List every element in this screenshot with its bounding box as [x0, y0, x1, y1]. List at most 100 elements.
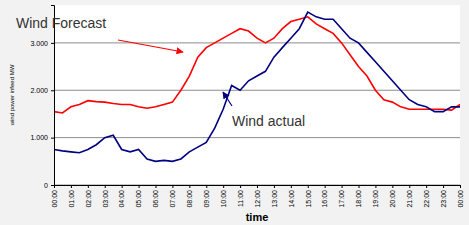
x-tick-label: 09:00: [203, 190, 210, 208]
x-tick-label: 02:00: [85, 190, 92, 208]
x-tick-mark: [308, 185, 309, 188]
x-tick: 01:00: [68, 185, 75, 208]
x-tick-mark: [443, 185, 444, 188]
x-tick-label: 16:00: [321, 190, 328, 208]
x-tick: 02:00: [85, 185, 92, 208]
x-tick-label: 19:00: [372, 190, 379, 208]
y-tick-label: 2.000: [30, 87, 48, 94]
y-axis-line: [51, 6, 55, 186]
x-tick-label: 15:00: [304, 190, 311, 208]
x-tick-label: 00:00: [457, 190, 464, 208]
y-tick: 1.000: [30, 134, 54, 141]
y-tick: 2.000: [30, 87, 54, 94]
x-tick-mark: [257, 185, 258, 188]
x-tick: 00:00: [457, 185, 464, 208]
x-tick: 18:00: [355, 185, 362, 208]
x-tick: 21:00: [406, 185, 413, 208]
x-tick-label: 05:00: [135, 190, 142, 208]
x-tick-label: 21:00: [406, 190, 413, 208]
series-annotation: Wind actual: [232, 113, 305, 129]
x-tick: 20:00: [389, 185, 396, 208]
x-tick-label: 17:00: [338, 190, 345, 208]
x-axis-line: [55, 186, 461, 189]
x-tick-mark: [375, 185, 376, 188]
y-axis: 0 1.000 2.000 3.000: [30, 6, 54, 189]
x-tick-mark: [105, 185, 106, 188]
x-tick: 22:00: [423, 185, 430, 208]
y-tick-mark: [51, 90, 54, 91]
series-group: [54, 12, 460, 161]
x-tick-mark: [426, 185, 427, 188]
x-tick-label: 00:00: [51, 190, 58, 208]
x-tick-mark: [88, 185, 89, 188]
y-tick: 0: [44, 182, 54, 189]
x-tick-mark: [223, 185, 224, 188]
x-tick-label: 11:00: [237, 190, 244, 207]
y-tick-mark: [51, 185, 54, 186]
x-tick-mark: [392, 185, 393, 188]
x-tick-label: 12:00: [254, 190, 261, 208]
x-tick-label: 08:00: [186, 190, 193, 208]
x-tick: 07:00: [169, 185, 176, 208]
series-line: [54, 17, 460, 113]
x-tick: 12:00: [254, 185, 261, 208]
x-tick: 19:00: [372, 185, 379, 208]
annotation-arrow: [223, 92, 232, 106]
x-tick-label: 13:00: [271, 190, 278, 208]
x-axis: 00:00 01:00 02:00 03:00 04:00 05:00 06:00 07:00…: [51, 185, 464, 208]
y-tick-mark: [51, 138, 54, 139]
x-tick-mark: [206, 185, 207, 188]
x-tick: 14:00: [288, 185, 295, 208]
x-tick-mark: [342, 185, 343, 188]
background: [0, 0, 469, 225]
x-tick-mark: [325, 185, 326, 188]
grid: [54, 43, 460, 185]
x-tick-label: 10:00: [220, 190, 227, 208]
chart: 00:00 01:00 02:00 03:00 04:00 05:00 06:00 07:00…: [0, 0, 469, 225]
x-tick: 09:00: [203, 185, 210, 208]
x-tick: 08:00: [186, 185, 193, 208]
series-annotation: Wind Forecast: [16, 15, 106, 31]
y-tick-label: 0: [44, 182, 48, 189]
x-tick: 03:00: [101, 185, 108, 208]
x-tick-mark: [240, 185, 241, 188]
x-tick: 00:00: [51, 185, 58, 208]
x-tick: 13:00: [271, 185, 278, 208]
x-axis-title: time: [246, 211, 269, 223]
y-tick-mark: [51, 43, 54, 44]
grid-line: [54, 42, 460, 43]
y-tick-label: 3.000: [30, 40, 48, 47]
x-tick-mark: [291, 185, 292, 188]
x-tick-label: 14:00: [288, 190, 295, 208]
series-line: [54, 12, 460, 161]
x-tick-mark: [122, 185, 123, 188]
x-tick: 23:00: [440, 185, 447, 208]
x-tick: 11:00: [237, 185, 244, 207]
x-tick-label: 04:00: [118, 190, 125, 208]
plot-area: [54, 5, 460, 185]
x-tick: 15:00: [304, 185, 311, 208]
y-axis-title: wind power infeed MW: [9, 64, 15, 126]
x-tick-label: 07:00: [169, 190, 176, 208]
x-tick-label: 03:00: [101, 190, 108, 208]
annotation-arrow: [118, 40, 183, 52]
y-tick-label: 1.000: [30, 134, 48, 141]
x-tick-mark: [460, 185, 461, 188]
x-tick-mark: [359, 185, 360, 188]
x-tick: 17:00: [338, 185, 345, 208]
y-tick: 3.000: [30, 40, 54, 47]
x-tick-mark: [172, 185, 173, 188]
x-tick-mark: [274, 185, 275, 188]
grid-line: [54, 90, 460, 91]
x-tick-label: 23:00: [440, 190, 447, 208]
x-tick: 16:00: [321, 185, 328, 208]
x-tick: 04:00: [118, 185, 125, 208]
x-tick-mark: [71, 185, 72, 188]
x-tick-mark: [139, 185, 140, 188]
x-tick: 10:00: [220, 185, 227, 208]
x-tick-label: 20:00: [389, 190, 396, 208]
x-tick-mark: [409, 185, 410, 188]
x-tick: 05:00: [135, 185, 142, 208]
x-tick: 06:00: [152, 185, 159, 208]
x-tick-label: 06:00: [152, 190, 159, 208]
